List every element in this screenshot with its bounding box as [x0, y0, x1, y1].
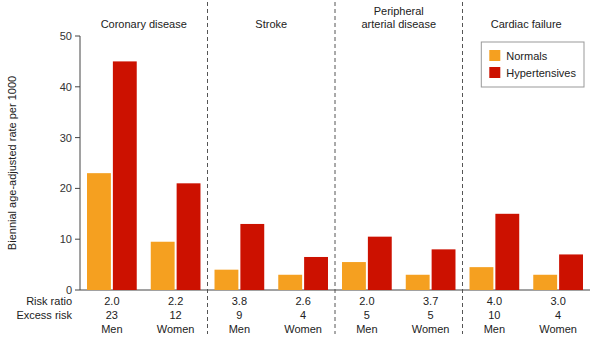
group-label: Peripheralarterial disease	[361, 5, 436, 30]
row-value: 3.0	[550, 295, 565, 307]
y-tick	[75, 188, 80, 189]
group-divider	[335, 2, 336, 334]
row-value: 2.0	[359, 295, 374, 307]
bar	[215, 270, 239, 290]
x-tick-label: Women	[157, 323, 195, 335]
y-axis: 01020304050	[60, 30, 590, 296]
y-axis-label: Biennial age-adjusted rate per 1000	[6, 76, 18, 250]
group-label: Stroke	[255, 18, 287, 30]
row-value: 3.7	[423, 295, 438, 307]
bar	[368, 237, 392, 290]
row-value: 10	[488, 309, 500, 321]
x-tick-label: Men	[356, 323, 377, 335]
row-label: Excess risk	[16, 309, 72, 321]
row-value: 2.0	[104, 295, 119, 307]
y-tick-label: 10	[60, 233, 72, 245]
row-value: 4	[555, 309, 561, 321]
row-value: 2.6	[295, 295, 310, 307]
row-value: 12	[170, 309, 182, 321]
row-value: 5	[364, 309, 370, 321]
bar	[151, 242, 175, 290]
y-tick	[75, 290, 80, 291]
y-tick-label: 20	[60, 182, 72, 194]
table: Risk ratio 2.0 2.2 3.8 2.6 2.0 3.7 4.0 3.0 Excess…	[16, 295, 577, 335]
y-tick	[75, 86, 80, 87]
legend-box	[481, 42, 584, 87]
y-tick	[75, 239, 80, 240]
y-tick-label: 40	[60, 81, 72, 93]
bar	[533, 275, 557, 290]
y-tick	[75, 137, 80, 138]
bars	[87, 61, 583, 290]
row-value: 2.2	[168, 295, 183, 307]
x-tick-label: Men	[484, 323, 505, 335]
group-label-line: Peripheral	[374, 5, 424, 17]
group-label: Coronary disease	[101, 18, 187, 30]
x-tick-label: Men	[101, 323, 122, 335]
bar	[432, 249, 456, 290]
row-value: 5	[428, 309, 434, 321]
bar	[342, 262, 366, 290]
group-label: Cardiac failure	[491, 18, 562, 30]
bar	[87, 173, 111, 290]
x-tick-label: Men	[229, 323, 250, 335]
row-value: 4	[300, 309, 306, 321]
bar	[240, 224, 264, 290]
bar	[470, 267, 494, 290]
group-label-line: Stroke	[255, 18, 287, 30]
x-tick-label: Women	[284, 323, 322, 335]
group-label-line: Coronary disease	[101, 18, 187, 30]
bar	[406, 275, 430, 290]
y-tick-label: 50	[60, 30, 72, 42]
bar	[278, 275, 302, 290]
group-label-line: Cardiac failure	[491, 18, 562, 30]
row-value: 23	[106, 309, 118, 321]
y-axis-line	[80, 36, 81, 290]
legend-label: Normals	[506, 50, 547, 62]
row-value: 4.0	[487, 295, 502, 307]
legend-swatch	[489, 50, 500, 61]
y-tick-label: 30	[60, 132, 72, 144]
group-label-line: arterial disease	[361, 18, 436, 30]
bar	[177, 183, 201, 290]
row-label: Risk ratio	[26, 295, 72, 307]
group-divider	[207, 2, 208, 334]
bar	[113, 61, 137, 290]
x-tick-label: Women	[539, 323, 577, 335]
bar	[495, 214, 519, 290]
legend-swatch	[489, 67, 500, 78]
legend-label: Hypertensives	[506, 67, 576, 79]
row-value: 9	[236, 309, 242, 321]
row-value: 3.8	[232, 295, 247, 307]
x-tick-label: Women	[412, 323, 450, 335]
dividers	[208, 2, 463, 334]
group-divider	[462, 2, 463, 334]
bar	[304, 257, 328, 290]
bar	[559, 254, 583, 290]
legend: Normals Hypertensives	[481, 42, 584, 87]
chart: 01020304050Biennial age-adjusted rate pe…	[0, 0, 602, 354]
y-tick	[75, 36, 80, 37]
